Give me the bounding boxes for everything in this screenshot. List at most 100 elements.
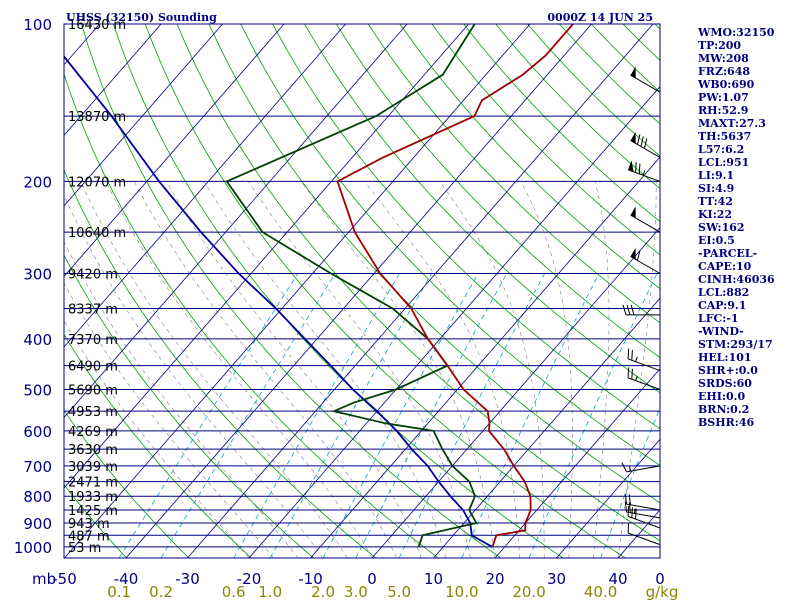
barb-staff	[628, 378, 660, 390]
height-label: 53 m	[68, 541, 101, 556]
index-entry: PW:1.07	[698, 91, 749, 104]
isotherm	[0, 24, 407, 558]
index-entry: -WIND-	[698, 325, 744, 338]
mixing-ratio-label: 3.0	[344, 583, 368, 600]
barb-flag	[628, 349, 629, 359]
mixing-ratio-label: 10.0	[445, 583, 478, 600]
index-entry: RH:52.9	[698, 104, 748, 117]
barb-staff	[628, 359, 660, 371]
mixing-ratio-label: 0.6	[222, 583, 246, 600]
barb-flag	[632, 369, 633, 379]
mixing-ratio-label: 5.0	[387, 583, 411, 600]
moist-adiabat	[365, 181, 520, 558]
barb-staff	[627, 504, 660, 510]
barb-flag	[631, 305, 634, 315]
dry-adiabat	[113, 24, 563, 558]
mixing-ratio-label: 2.0	[311, 583, 335, 600]
barb-pennant	[631, 132, 636, 144]
index-entry: CAP:9.1	[698, 299, 746, 312]
temperature-tick-label: 30	[547, 570, 566, 588]
index-entry: CINH:46036	[698, 273, 775, 286]
index-entry: LCL:882	[698, 286, 749, 299]
index-entry: SW:162	[698, 221, 745, 234]
index-entry: LI:9.1	[698, 169, 734, 182]
pressure-label: 900	[23, 515, 52, 533]
isotherm	[0, 24, 38, 558]
index-entry: LCL:951	[698, 156, 749, 169]
wind-barb	[631, 206, 660, 232]
height-label: 8337 m	[68, 303, 118, 318]
moist-adiabat	[618, 181, 656, 558]
height-label: 3630 m	[68, 443, 118, 458]
height-label: 3039 m	[68, 460, 118, 475]
index-entry: MAXT:27.3	[698, 117, 766, 130]
index-entry: SRDS:60	[698, 377, 752, 390]
dewpoint-trace	[227, 24, 476, 547]
barb-pennant	[631, 248, 636, 260]
barb-pennant	[631, 206, 636, 218]
barb-flag	[628, 367, 629, 377]
pressure-label: 800	[23, 488, 52, 506]
wind-barb	[628, 349, 660, 371]
height-label: 7370 m	[68, 333, 118, 348]
mixing-ratio-label: 40.0	[584, 583, 617, 600]
station-title: UHSS (32150) Sounding	[66, 11, 217, 24]
mixing-ratio-line	[462, 274, 599, 559]
barb-flag	[628, 523, 629, 533]
mixing-ratio-line	[356, 274, 507, 559]
wind-barb	[628, 160, 660, 181]
isotherm	[557, 24, 800, 558]
temperature-tick-label: 0	[367, 570, 377, 588]
index-entry: TP:200	[698, 39, 741, 52]
height-label: 6490 m	[68, 360, 118, 375]
pressure-label: 600	[23, 423, 52, 441]
index-entry: -PARCEL-	[698, 247, 757, 260]
dry-adiabat	[496, 24, 800, 558]
isotherm	[0, 24, 284, 558]
height-label: 9420 m	[68, 267, 118, 282]
mixing-ratio-label: 0.1	[107, 583, 131, 600]
dry-adiabat	[177, 24, 688, 558]
isotherm	[249, 24, 715, 558]
moist-adiabat	[18, 181, 274, 558]
valid-time: 0000Z 14 JUN 25	[547, 11, 653, 24]
index-entry: FRZ:648	[698, 65, 750, 78]
mixing-ratio-line	[119, 274, 298, 559]
index-entry: BSHR:46	[698, 416, 754, 429]
dry-adiabat	[559, 24, 800, 558]
isotherm	[65, 24, 531, 558]
barb-flag	[637, 134, 639, 144]
index-entry: TH:5637	[698, 130, 751, 143]
index-entry: LFC:-1	[698, 312, 739, 325]
wind-barb	[628, 367, 660, 389]
temperature-tick-label: -50	[52, 570, 77, 588]
index-entry: WMO:32150	[697, 26, 775, 39]
barb-flag	[627, 305, 630, 315]
temperature-tick-label: 20	[485, 570, 504, 588]
height-label: 4953 m	[68, 405, 118, 420]
mixing-ratio-unit: g/kg	[646, 583, 679, 600]
barb-pennant	[631, 66, 636, 78]
moist-adiabat	[593, 181, 609, 558]
index-entry: SI:4.9	[698, 182, 734, 195]
index-entry: STM:293/17	[698, 338, 773, 351]
barb-staff	[627, 466, 660, 472]
index-entry: MW:208	[698, 52, 749, 65]
index-entry: CAPE:10	[698, 260, 752, 273]
stability-indices: WMO:32150TP:200MW:208FRZ:648WB0:690PW:1.…	[697, 26, 775, 429]
pressure-label: 700	[23, 458, 52, 476]
barb-flag	[632, 350, 633, 360]
index-entry: HEL:101	[698, 351, 752, 364]
index-entry: BRN:0.2	[698, 403, 749, 416]
diagram-grid	[0, 24, 800, 558]
moist-adiabat	[301, 181, 495, 558]
temperature-tick-label: -30	[175, 570, 200, 588]
barb-half-flag	[634, 508, 635, 513]
barb-flag	[623, 305, 626, 315]
height-label: 5690 m	[68, 384, 118, 399]
barb-flag	[644, 138, 646, 148]
height-label: 13870 m	[68, 110, 126, 125]
